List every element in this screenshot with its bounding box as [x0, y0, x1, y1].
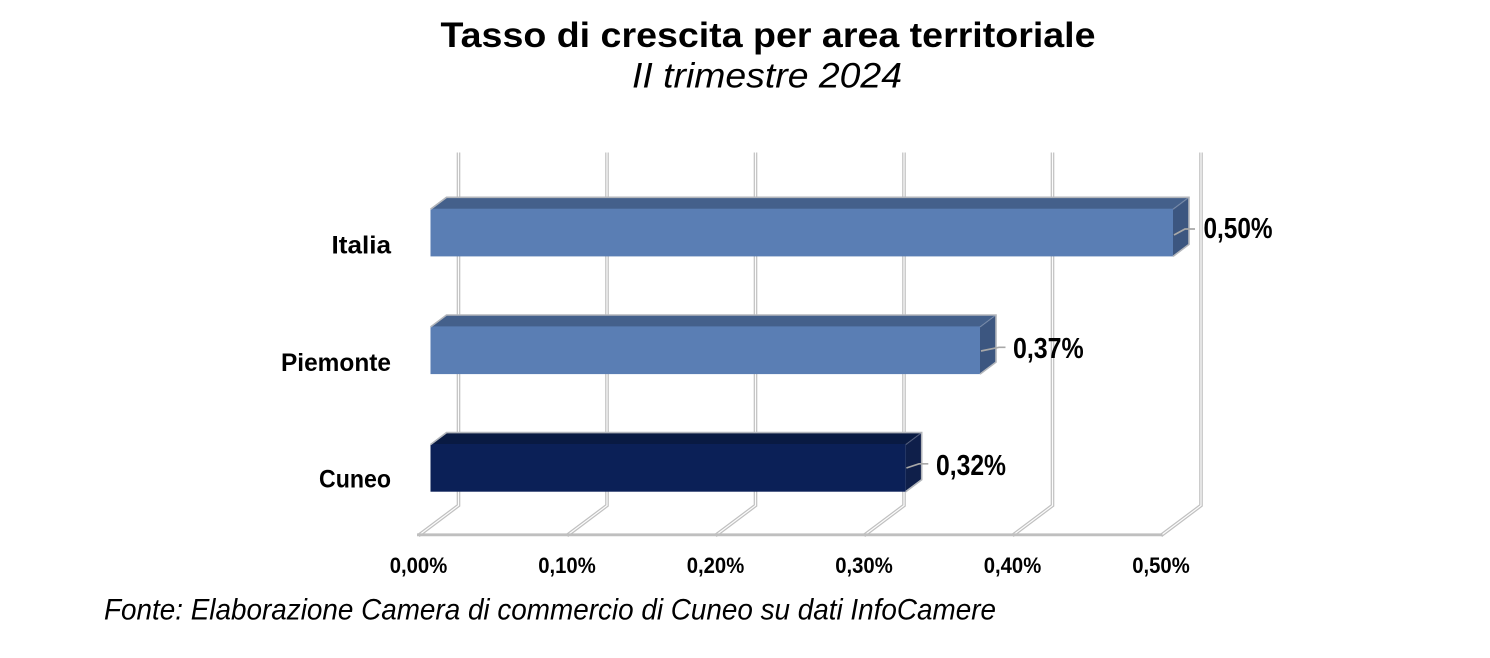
svg-text:Tasso di crescita per area ter: Tasso di crescita per area territoriale [441, 16, 1096, 55]
svg-text:0,00%: 0,00% [390, 553, 448, 578]
svg-text:0,37%: 0,37% [1013, 333, 1084, 365]
svg-text:0,30%: 0,30% [835, 553, 893, 578]
svg-text:Italia: Italia [332, 231, 393, 259]
svg-text:Piemonte: Piemonte [281, 349, 391, 377]
svg-text:0,50%: 0,50% [1132, 553, 1190, 578]
svg-text:0,10%: 0,10% [538, 553, 596, 578]
svg-text:Fonte: Elaborazione Camera di: Fonte: Elaborazione Camera di commercio … [104, 594, 996, 627]
svg-text:II trimestre 2024: II trimestre 2024 [632, 56, 902, 95]
svg-text:Cuneo: Cuneo [319, 466, 391, 494]
svg-text:0,20%: 0,20% [687, 553, 745, 578]
svg-text:0,40%: 0,40% [984, 553, 1042, 578]
svg-text:0,50%: 0,50% [1204, 213, 1273, 245]
svg-text:0,32%: 0,32% [936, 450, 1006, 482]
